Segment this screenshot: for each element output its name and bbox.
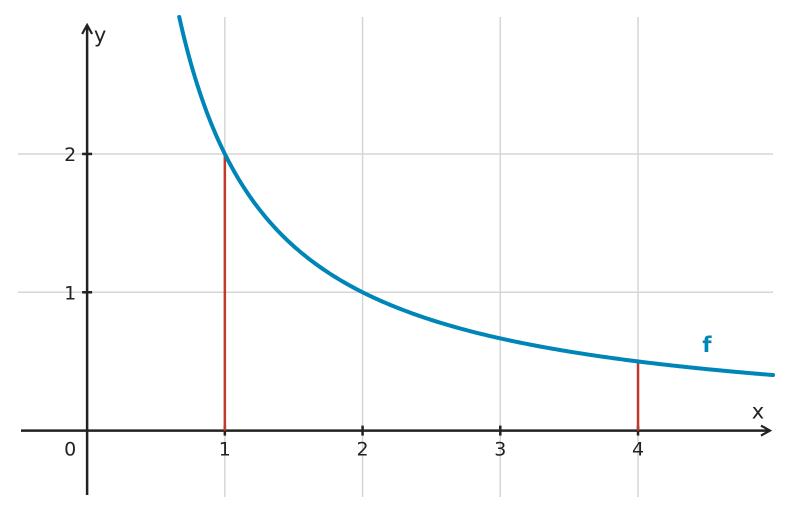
x-tick-label: 2 [357,439,369,461]
x-tick-label: 3 [494,439,506,461]
x-tick-label: 1 [219,439,231,461]
y-axis-label: y [94,23,106,47]
vertical-segments [223,153,640,431]
y-tick-label: 2 [64,144,76,166]
y-tick-label: 1 [64,282,76,304]
grid-lines [18,17,773,497]
axes [21,25,770,495]
axis-ticks: 1 2 3 4 1 2 [64,144,644,461]
x-tick-label: 4 [632,439,644,461]
curve-f [177,15,775,378]
x-axis-label: x [752,400,764,424]
curve-label-f: f [702,333,712,357]
origin-label: 0 [64,439,76,461]
